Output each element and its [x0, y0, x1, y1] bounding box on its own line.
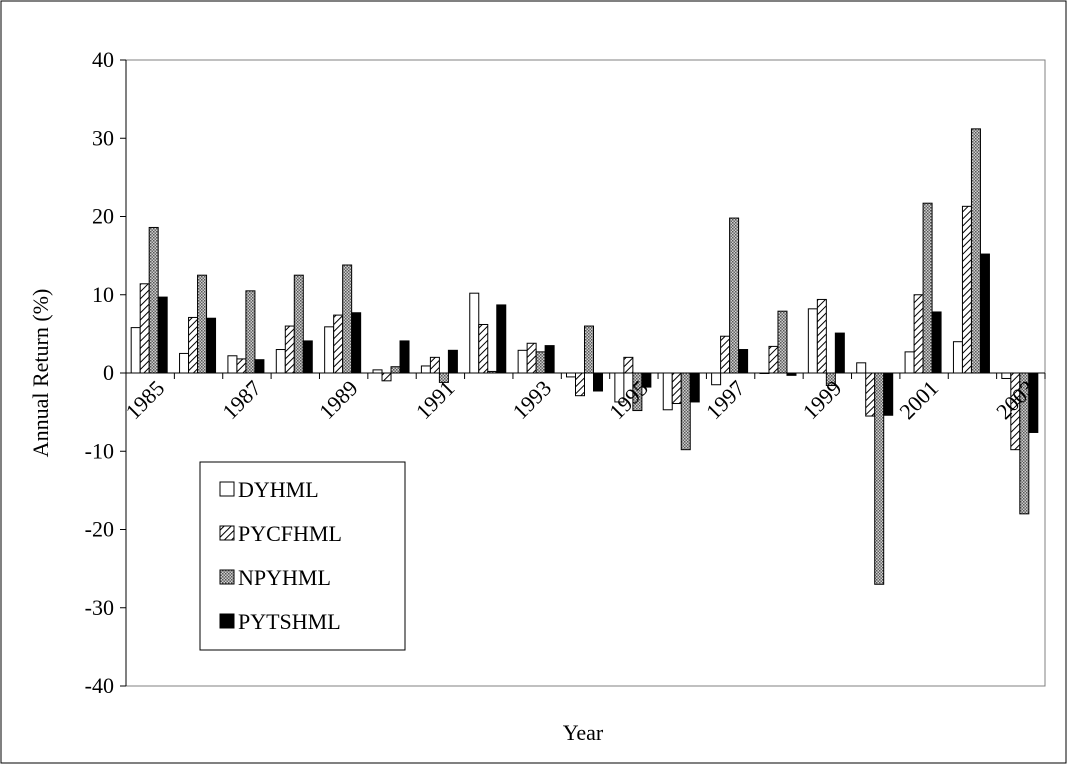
- bar-dyhml-2002: [952, 341, 963, 374]
- y-tick-label: -30: [85, 595, 114, 620]
- bar-pycfhml-1999: [816, 298, 827, 374]
- bar-dyhml-1993: [517, 349, 528, 374]
- bar-pytshml-1988: [302, 340, 313, 374]
- legend-label: NPYHML: [238, 565, 331, 590]
- bar-npyhml-1985: [148, 226, 159, 374]
- legend-swatch: [219, 569, 235, 585]
- y-tick-label: 10: [92, 282, 114, 307]
- bar-pytshml-1996: [689, 372, 700, 403]
- bar-dyhml-1994: [566, 372, 576, 378]
- bar-pycfhml-1996: [671, 372, 682, 405]
- bar-dyhml-1991: [420, 365, 431, 374]
- bar-npyhml-1988: [293, 274, 304, 374]
- y-tick-label: -10: [85, 438, 114, 463]
- bar-npyhml-1993: [535, 351, 546, 374]
- y-tick-label: 0: [103, 360, 114, 385]
- bar-pycfhml-2001: [913, 294, 924, 374]
- bar-pytshml-1994: [593, 372, 603, 392]
- bar-npyhml-1990: [390, 366, 401, 374]
- bar-dyhml-1997: [711, 372, 722, 386]
- bar-pytshml-1990: [399, 340, 410, 374]
- bar-npyhml-2001: [922, 202, 933, 374]
- bar-dyhml-2000: [856, 362, 867, 374]
- bar-pytshml-1986: [206, 317, 217, 374]
- x-axis-title: Year: [563, 720, 604, 745]
- bar-pycfhml-1993: [526, 342, 537, 374]
- bar-pytshml-1999: [834, 332, 845, 374]
- y-tick-label: -40: [85, 673, 114, 698]
- bars-group: [130, 128, 1039, 585]
- legend-swatch: [219, 613, 235, 629]
- bar-pytshml-2000: [883, 372, 894, 416]
- bar-pycfhml-1988: [284, 325, 295, 374]
- bar-dyhml-1999: [807, 308, 818, 374]
- bar-pycfhml-1986: [188, 316, 199, 374]
- y-tick-label: 20: [92, 204, 114, 229]
- bar-pycfhml-1985: [139, 283, 150, 374]
- bar-group-2001: [904, 202, 942, 374]
- bar-pycfhml-1991: [429, 356, 440, 374]
- legend-label: PYCFHML: [238, 521, 342, 546]
- bar-pytshml-1987: [254, 359, 265, 374]
- bar-pytshml-2002: [979, 253, 990, 374]
- legend-swatch: [219, 525, 235, 541]
- bar-dyhml-1987: [227, 355, 238, 374]
- bar-dyhml-1996: [662, 372, 673, 411]
- bar-npyhml-1986: [197, 274, 208, 374]
- bar-npyhml-2002: [970, 128, 981, 374]
- bar-pycfhml-2000: [865, 372, 876, 417]
- bar-npyhml-1989: [342, 264, 353, 374]
- bar-dyhml-1992: [469, 292, 480, 374]
- bar-pycfhml-1994: [575, 372, 585, 397]
- bar-pycfhml-2002: [961, 205, 972, 374]
- y-axis: -40 -30 -20 -10 0 10 20 30 40: [85, 47, 127, 698]
- bar-pytshml-1993: [544, 345, 555, 374]
- bar-group-1993: [517, 342, 555, 374]
- bar-pytshml-1992: [496, 304, 507, 374]
- bar-pytshml-2003: [1028, 372, 1039, 433]
- bar-pycfhml-1997: [720, 335, 731, 374]
- bar-dyhml-2001: [904, 351, 915, 374]
- y-axis-title: Annual Return (%): [28, 289, 53, 458]
- bar-dyhml-1989: [324, 326, 335, 374]
- bar-dyhml-1986: [179, 352, 190, 374]
- bar-npyhml-1997: [729, 217, 740, 374]
- bar-npyhml-1994: [584, 325, 594, 374]
- bar-pycfhml-1989: [333, 314, 344, 374]
- bar-dyhml-1985: [130, 327, 141, 374]
- bar-npyhml-1987: [245, 290, 256, 374]
- bar-npyhml-1998: [777, 310, 788, 374]
- y-tick-label: 40: [92, 47, 114, 72]
- bar-pytshml-1997: [738, 349, 749, 374]
- legend-label: PYTSHML: [238, 609, 341, 634]
- bar-npyhml-1996: [680, 372, 691, 451]
- bar-dyhml-2003: [1001, 372, 1012, 379]
- bar-pycfhml-1998: [768, 345, 779, 374]
- bar-pytshml-1989: [351, 312, 362, 374]
- bar-pytshml-1991: [447, 349, 458, 374]
- bar-pycfhml-1990: [381, 372, 392, 382]
- legend: DYHML PYCFHML NPYHML PYTSHML: [199, 461, 406, 651]
- legend-item-npyhml: NPYHML: [219, 565, 331, 590]
- bar-npyhml-2000: [874, 372, 885, 585]
- bar-pytshml-2001: [931, 311, 942, 374]
- legend-swatch: [219, 481, 235, 497]
- legend-item-pytshml: PYTSHML: [219, 609, 341, 634]
- y-tick-label: -20: [85, 517, 114, 542]
- legend-item-dyhml: DYHML: [219, 477, 319, 502]
- bar-pycfhml-1995: [623, 356, 634, 374]
- bar-pycfhml-1992: [478, 323, 489, 374]
- legend-item-pycfhml: PYCFHML: [219, 521, 342, 546]
- y-tick-label: 30: [92, 125, 114, 150]
- bar-pycfhml-1987: [236, 358, 247, 374]
- bar-pytshml-1985: [157, 296, 168, 374]
- legend-label: DYHML: [238, 477, 319, 502]
- bar-dyhml-1988: [275, 349, 286, 374]
